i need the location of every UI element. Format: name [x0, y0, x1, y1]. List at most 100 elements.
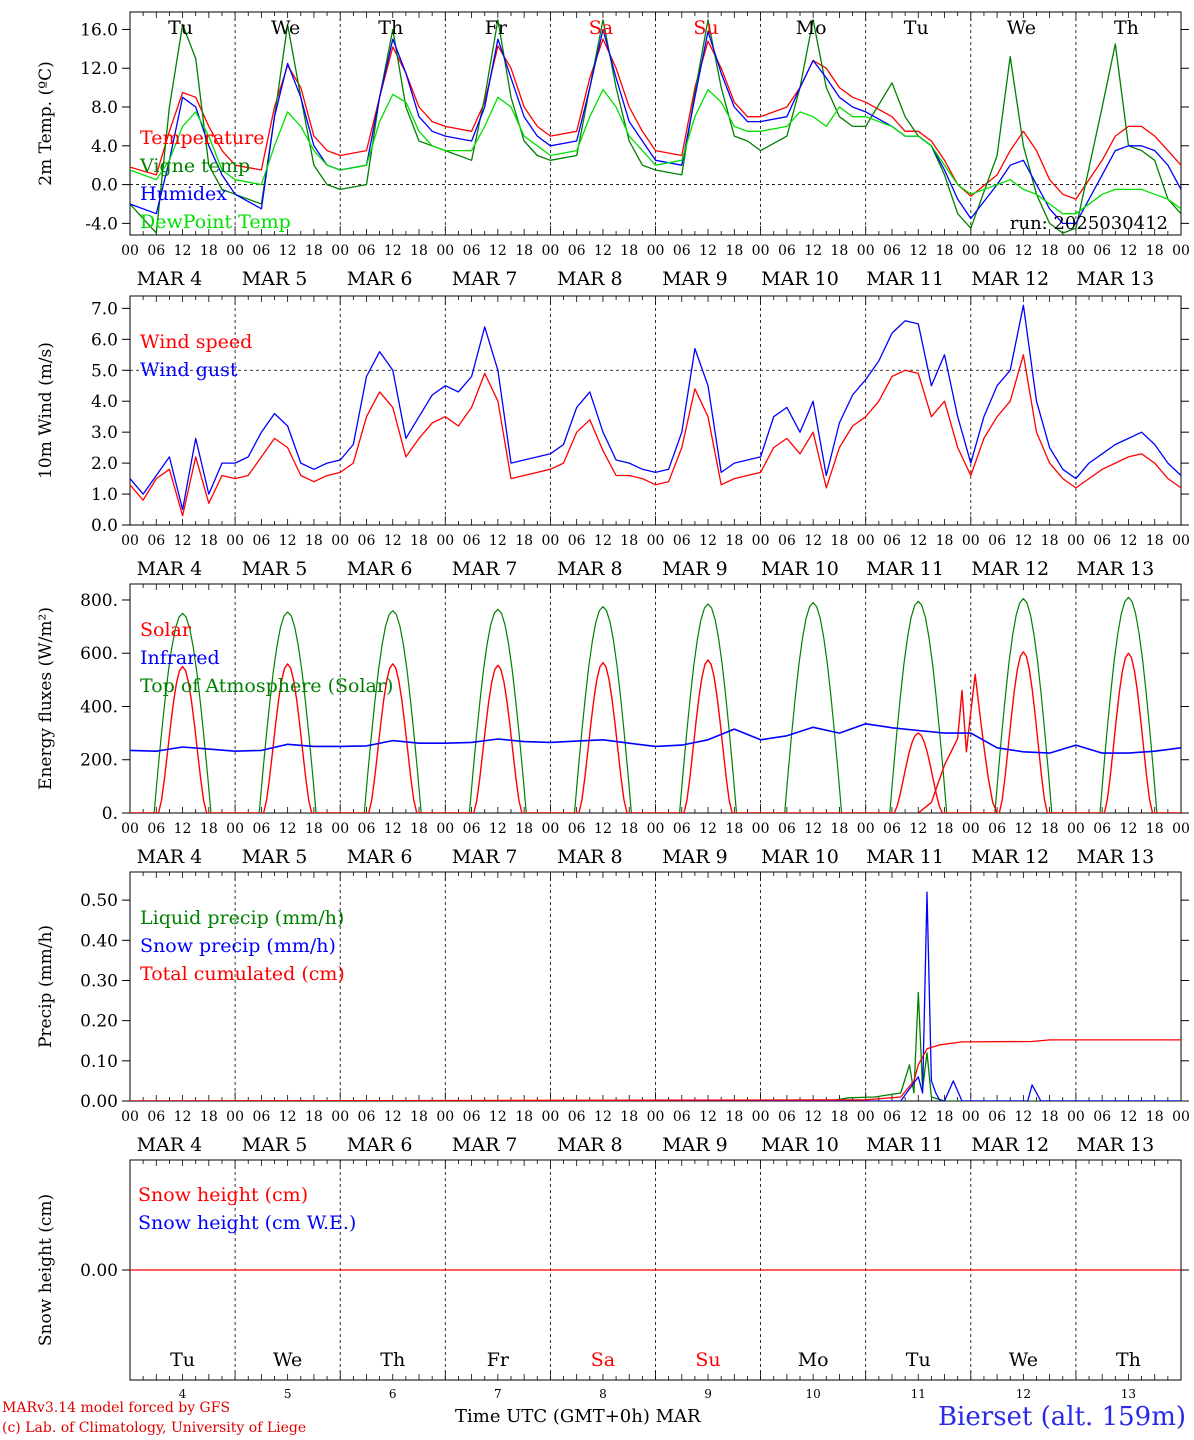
hour-label: 06 — [568, 243, 586, 259]
hour-label: 12 — [174, 243, 192, 259]
y-tick-label: 4.0 — [91, 392, 118, 412]
panel-flux: 0. 200. 400. 600. 800. Energy fluxes (W/m²) So… — [36, 583, 1190, 868]
hour-label: 00 — [226, 243, 244, 259]
hour-label: 18 — [936, 1109, 954, 1125]
hour-label: 18 — [936, 533, 954, 549]
y-tick-label: 0.20 — [80, 1012, 118, 1032]
hour-label: 18 — [620, 533, 638, 549]
bottom-day-name: Mo — [798, 1349, 829, 1371]
hour-label: 12 — [699, 821, 717, 837]
hour-label: 12 — [909, 1109, 927, 1125]
hour-label: 12 — [1120, 533, 1138, 549]
panel-snow: 0.00 Snow height (cm) Snow height (cm) Snow… — [36, 1159, 1189, 1400]
date-label: MAR 5 — [242, 268, 308, 290]
hour-label: 00 — [647, 533, 665, 549]
day-name: Sa — [589, 17, 613, 39]
y-tick-label: 12.0 — [80, 59, 118, 79]
date-label: MAR 8 — [557, 268, 623, 290]
series-group — [130, 891, 1181, 1101]
hour-label: 18 — [515, 1109, 533, 1125]
legend-entry: Infrared — [140, 647, 220, 669]
hour-label: 12 — [384, 821, 402, 837]
date-label: MAR 9 — [662, 1134, 728, 1156]
hour-label: 18 — [515, 821, 533, 837]
day-name: We — [1007, 17, 1036, 39]
hour-label: 06 — [673, 821, 691, 837]
hour-label: 00 — [436, 821, 454, 837]
hour-label: 00 — [331, 243, 349, 259]
hour-label: 06 — [252, 533, 270, 549]
hour-label: 00 — [1067, 1109, 1085, 1125]
series-group — [130, 596, 1181, 813]
hour-label: 00 — [1172, 821, 1190, 837]
hour-label: 18 — [1041, 533, 1059, 549]
date-label: MAR 12 — [971, 268, 1049, 290]
hour-label: 12 — [804, 243, 822, 259]
date-label: MAR 5 — [242, 1134, 308, 1156]
y-tick-label: -4.0 — [85, 214, 118, 234]
series-toa-solar — [130, 596, 1181, 813]
date-label: MAR 4 — [137, 846, 203, 868]
hour-label: 12 — [804, 533, 822, 549]
bottom-date-number: 9 — [704, 1387, 712, 1400]
hour-label: 00 — [1067, 821, 1085, 837]
hour-label: 18 — [725, 1109, 743, 1125]
hour-label: 00 — [121, 821, 139, 837]
hour-label: 06 — [673, 1109, 691, 1125]
hour-label: 12 — [909, 821, 927, 837]
hour-label: 12 — [489, 1109, 507, 1125]
y-axis-label: Energy fluxes (W/m²) — [36, 607, 56, 790]
hour-label: 12 — [1120, 243, 1138, 259]
bottom-day-name: We — [273, 1349, 302, 1371]
date-label: MAR 10 — [761, 558, 839, 580]
hour-label: 06 — [883, 243, 901, 259]
hour-label: 18 — [725, 533, 743, 549]
bottom-day-name: Su — [695, 1349, 720, 1371]
date-label: MAR 5 — [242, 846, 308, 868]
y-axis-label: 10m Wind (m/s) — [36, 342, 56, 479]
y-axis-label: Snow height (cm) — [36, 1194, 56, 1346]
legend-entry: Snow height (cm W.E.) — [138, 1212, 356, 1234]
hour-label: 00 — [541, 533, 559, 549]
hour-label: 06 — [147, 243, 165, 259]
bottom-date-number: 8 — [599, 1387, 607, 1400]
hour-label: 00 — [752, 533, 770, 549]
hour-label: 06 — [358, 821, 376, 837]
panel-frame — [129, 11, 1182, 236]
y-tick-label: 0.30 — [80, 971, 118, 991]
bottom-day-name: Th — [380, 1349, 405, 1371]
hour-label: 00 — [1067, 243, 1085, 259]
legend-entry: Wind speed — [140, 331, 252, 353]
day-name: Su — [693, 17, 718, 39]
y-tick-label: 0.00 — [80, 1092, 118, 1112]
hour-label: 18 — [305, 1109, 323, 1125]
y-tick-label: 4.0 — [91, 137, 118, 157]
hour-label: 12 — [489, 821, 507, 837]
hour-label: 18 — [620, 243, 638, 259]
hour-label: 00 — [541, 1109, 559, 1125]
y-tick-label: 5.0 — [91, 361, 118, 381]
hour-label: 00 — [962, 243, 980, 259]
hour-label: 12 — [279, 243, 297, 259]
y-tick-label: 0.10 — [80, 1052, 118, 1072]
series-total-cumulated-cm- — [130, 1039, 1181, 1101]
hour-label: 12 — [1014, 821, 1032, 837]
date-label: MAR 6 — [347, 558, 413, 580]
legend-entry: Humidex — [140, 183, 227, 205]
hour-label: 06 — [568, 1109, 586, 1125]
hour-label: 12 — [909, 533, 927, 549]
hour-label: 06 — [778, 243, 796, 259]
hour-label: 18 — [515, 243, 533, 259]
hour-label: 12 — [279, 1109, 297, 1125]
hour-label: 06 — [568, 821, 586, 837]
bottom-date-number: 11 — [911, 1387, 926, 1400]
hour-label: 18 — [1146, 821, 1164, 837]
hour-label: 06 — [883, 821, 901, 837]
hour-label: 18 — [1146, 243, 1164, 259]
legend-entry: Solar — [140, 619, 192, 641]
hour-label: 00 — [121, 533, 139, 549]
hour-label: 18 — [200, 533, 218, 549]
hour-label: 12 — [1014, 533, 1032, 549]
date-label: MAR 8 — [557, 1134, 623, 1156]
bottom-date-number: 5 — [284, 1387, 292, 1400]
